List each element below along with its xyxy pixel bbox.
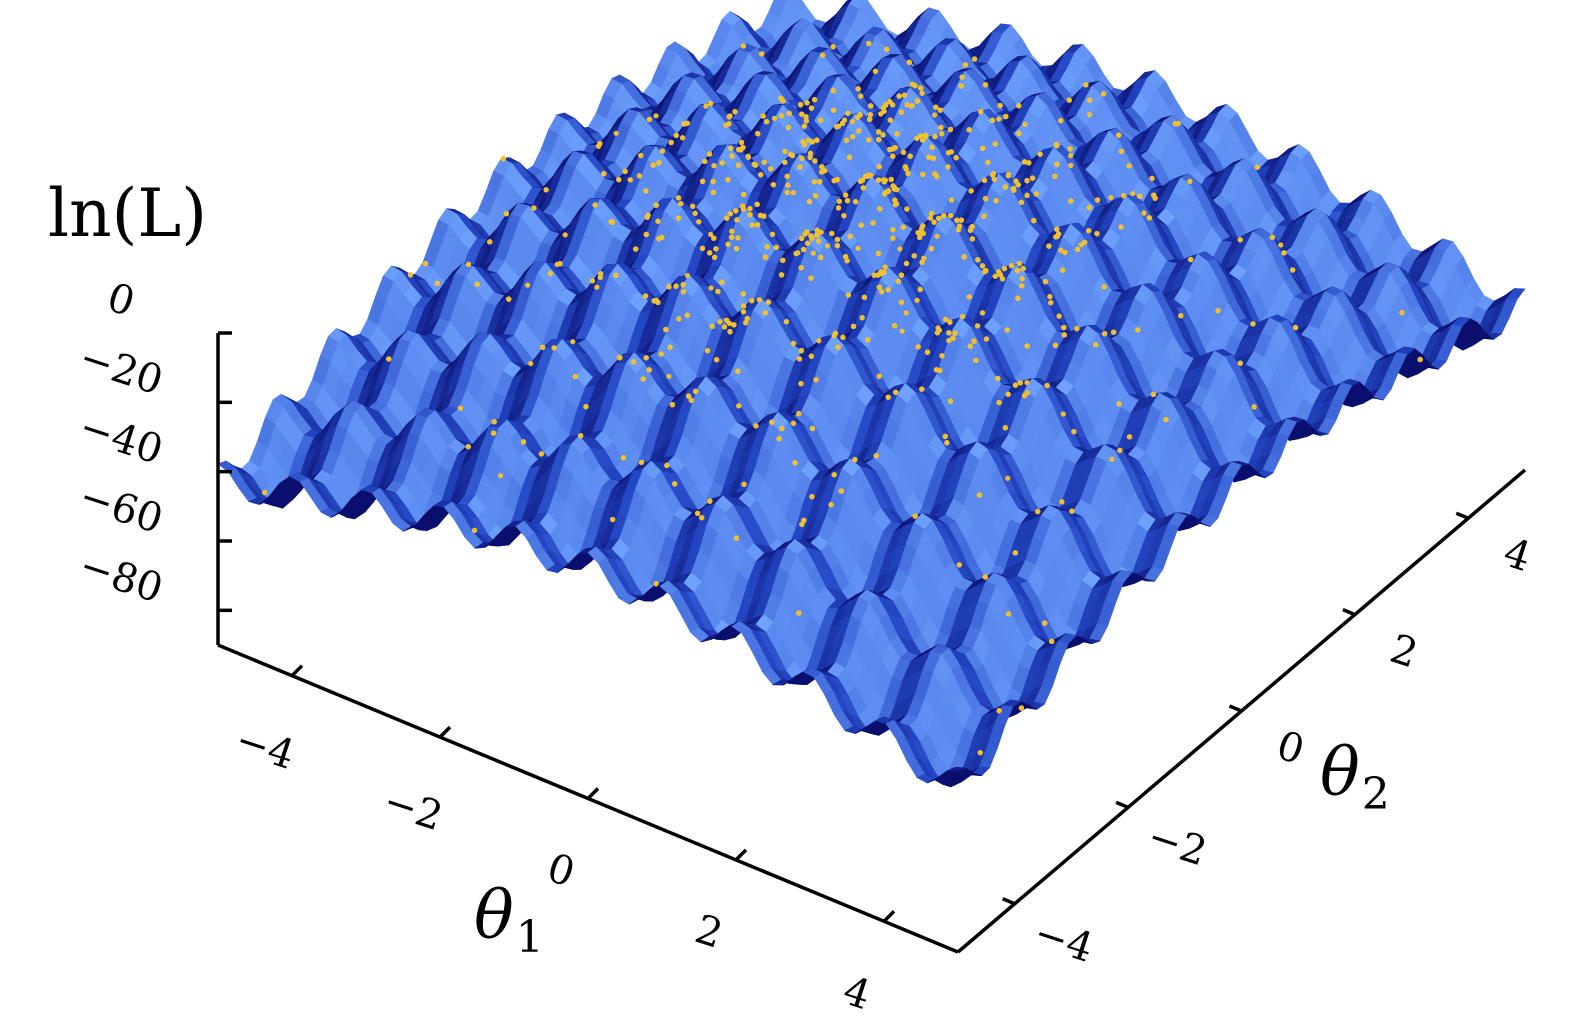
likelihood-surface [217,0,1526,788]
